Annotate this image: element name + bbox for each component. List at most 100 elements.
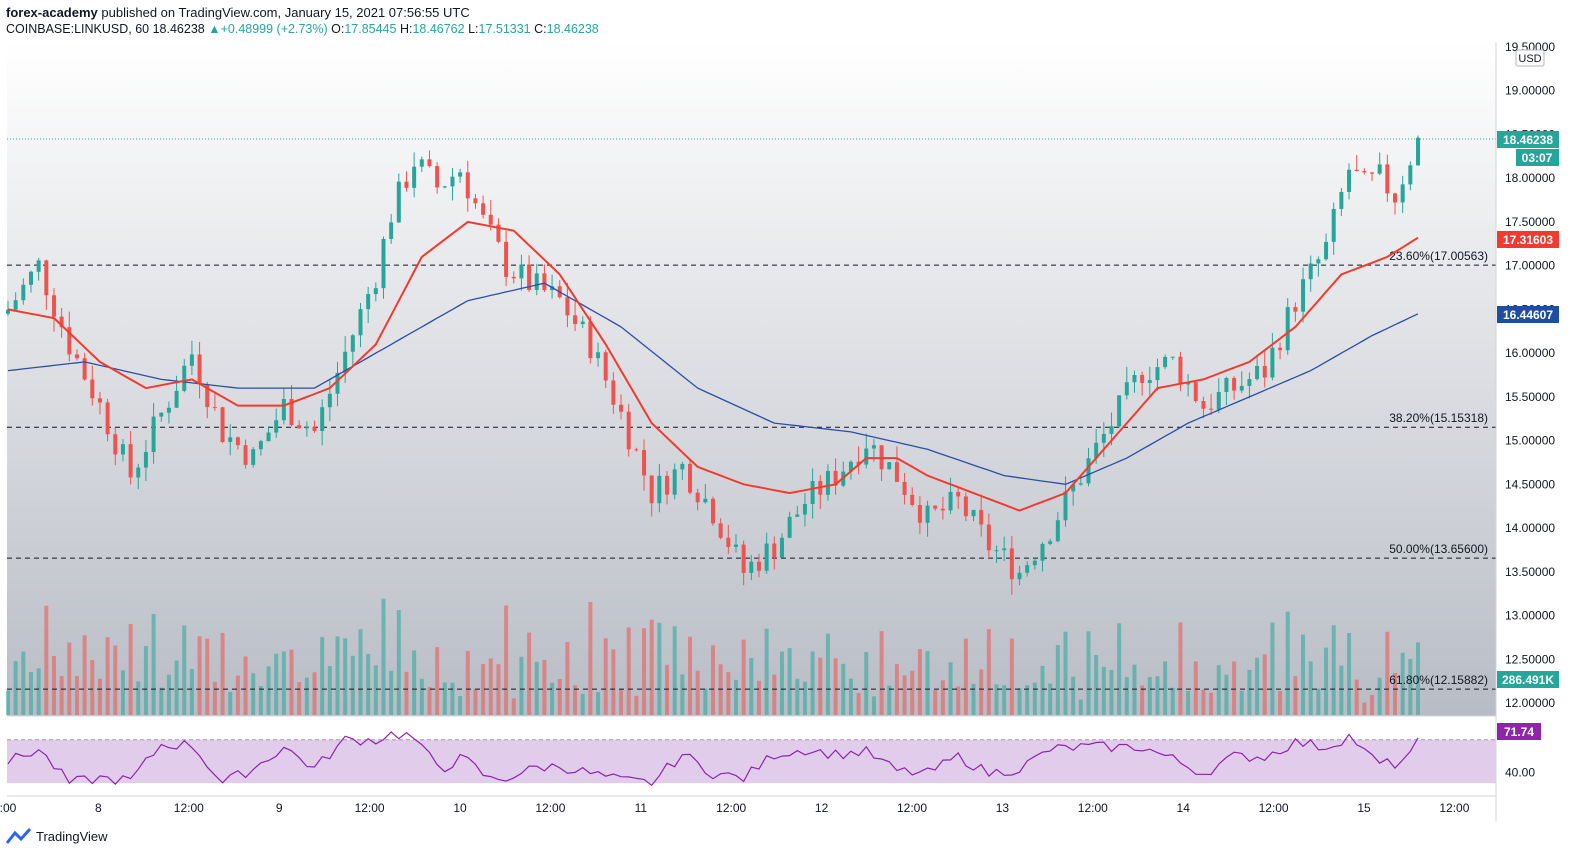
candle-body bbox=[235, 437, 240, 446]
candle-body bbox=[1155, 367, 1160, 381]
symbol-label[interactable]: COINBASE:LINKUSD, 60 bbox=[6, 22, 150, 36]
candle-body bbox=[1040, 543, 1045, 561]
volume-bar bbox=[1400, 652, 1405, 715]
candle-body bbox=[833, 470, 838, 486]
price-tick-label: 13.00000 bbox=[1505, 609, 1555, 623]
tradingview-footer[interactable]: TradingView bbox=[6, 828, 108, 844]
candle-body bbox=[580, 321, 585, 325]
candle-body bbox=[756, 561, 761, 571]
volume-bar bbox=[1232, 661, 1237, 715]
time-tick-label: 13 bbox=[996, 801, 1010, 815]
ema-fast-line bbox=[7, 220, 1419, 512]
candle-body bbox=[28, 271, 33, 285]
time-tick-label: 12:00 bbox=[716, 801, 746, 815]
candle-body bbox=[603, 352, 608, 381]
candle-body bbox=[1354, 169, 1359, 172]
volume-bar bbox=[143, 646, 148, 715]
volume-bar bbox=[810, 651, 815, 715]
volume-bar bbox=[113, 645, 118, 715]
sma-slow-line bbox=[7, 282, 1419, 485]
volume-bar bbox=[419, 678, 424, 715]
volume-bar bbox=[634, 695, 639, 715]
price-tag-background bbox=[1497, 131, 1559, 148]
candle-body bbox=[1216, 392, 1221, 410]
volume-bar bbox=[6, 690, 10, 715]
candle-body bbox=[450, 176, 455, 187]
time-tick-label: 10 bbox=[453, 801, 467, 815]
volume-bar bbox=[703, 688, 708, 715]
candle-body bbox=[266, 432, 271, 442]
candle-body bbox=[810, 481, 815, 505]
volume-bar bbox=[281, 651, 286, 715]
volume-bar bbox=[496, 664, 501, 715]
volume-bar bbox=[979, 669, 984, 715]
candle-body bbox=[488, 214, 493, 225]
high-value: 18.46762 bbox=[412, 22, 465, 36]
volume-bar bbox=[1040, 665, 1045, 715]
candle-body bbox=[1078, 483, 1083, 485]
candle-body bbox=[1278, 347, 1283, 351]
volume-bar bbox=[205, 638, 210, 715]
volume-bar bbox=[672, 626, 677, 715]
candle-body bbox=[120, 444, 125, 455]
volume-bar bbox=[848, 678, 853, 715]
sma-tag-background bbox=[1497, 306, 1559, 323]
price-axis[interactable] bbox=[1497, 42, 1559, 821]
volume-bar bbox=[1362, 702, 1367, 715]
volume-bar bbox=[235, 675, 240, 715]
candle-body bbox=[419, 159, 424, 167]
volume-bar bbox=[504, 605, 509, 715]
volume-bar bbox=[28, 672, 33, 715]
close-value: 18.46238 bbox=[546, 22, 599, 36]
candle-body bbox=[350, 335, 355, 352]
volume-bar bbox=[1101, 666, 1106, 715]
candle-body bbox=[1086, 458, 1091, 484]
candle-body bbox=[258, 441, 263, 450]
candle-body bbox=[174, 390, 179, 408]
candle-body bbox=[212, 407, 217, 409]
candle-body bbox=[848, 461, 853, 472]
candle-body bbox=[703, 498, 708, 503]
time-axis[interactable] bbox=[0, 797, 1496, 821]
volume-bar bbox=[1354, 679, 1359, 715]
author-name[interactable]: forex-academy bbox=[6, 5, 98, 20]
candle-body bbox=[74, 354, 79, 359]
volume-bar bbox=[986, 629, 991, 715]
volume-bar bbox=[925, 651, 930, 715]
volume-bar bbox=[1278, 691, 1283, 715]
candle-body bbox=[657, 475, 662, 504]
volume-bar bbox=[894, 664, 899, 715]
candle-body bbox=[21, 284, 26, 301]
volume-bar bbox=[1385, 631, 1390, 715]
candle-body bbox=[289, 398, 294, 426]
volume-bar bbox=[1055, 645, 1060, 715]
time-tick-label: 9 bbox=[276, 801, 283, 815]
published-line: forex-academy published on TradingView.c… bbox=[6, 5, 470, 20]
candle-body bbox=[182, 365, 187, 391]
candle-body bbox=[994, 550, 999, 552]
volume-bar bbox=[550, 682, 555, 715]
volume-bar bbox=[688, 636, 693, 715]
volume-bar bbox=[534, 661, 539, 715]
candle-body bbox=[733, 544, 738, 547]
countdown-tag: 03:07 bbox=[1522, 151, 1553, 165]
volume-bar bbox=[1170, 687, 1175, 715]
volume-bar bbox=[856, 693, 861, 715]
volume-bar bbox=[1009, 638, 1014, 715]
candle-body bbox=[971, 509, 976, 517]
candle-body bbox=[1140, 374, 1145, 383]
price-tick-label: 15.00000 bbox=[1505, 434, 1555, 448]
candle-body bbox=[151, 416, 156, 453]
candle-body bbox=[527, 264, 532, 291]
countdown-tag-background bbox=[1516, 149, 1559, 166]
candle-body bbox=[1347, 169, 1352, 192]
candle-body bbox=[764, 543, 769, 571]
price-tick-label: 14.50000 bbox=[1505, 477, 1555, 491]
volume-bar bbox=[44, 605, 49, 715]
volume-bar bbox=[1025, 685, 1030, 715]
volume-bar bbox=[802, 681, 807, 715]
volume-bar bbox=[726, 672, 731, 715]
time-tick-label: 8 bbox=[95, 801, 102, 815]
currency-box[interactable]: USD bbox=[1515, 49, 1545, 67]
